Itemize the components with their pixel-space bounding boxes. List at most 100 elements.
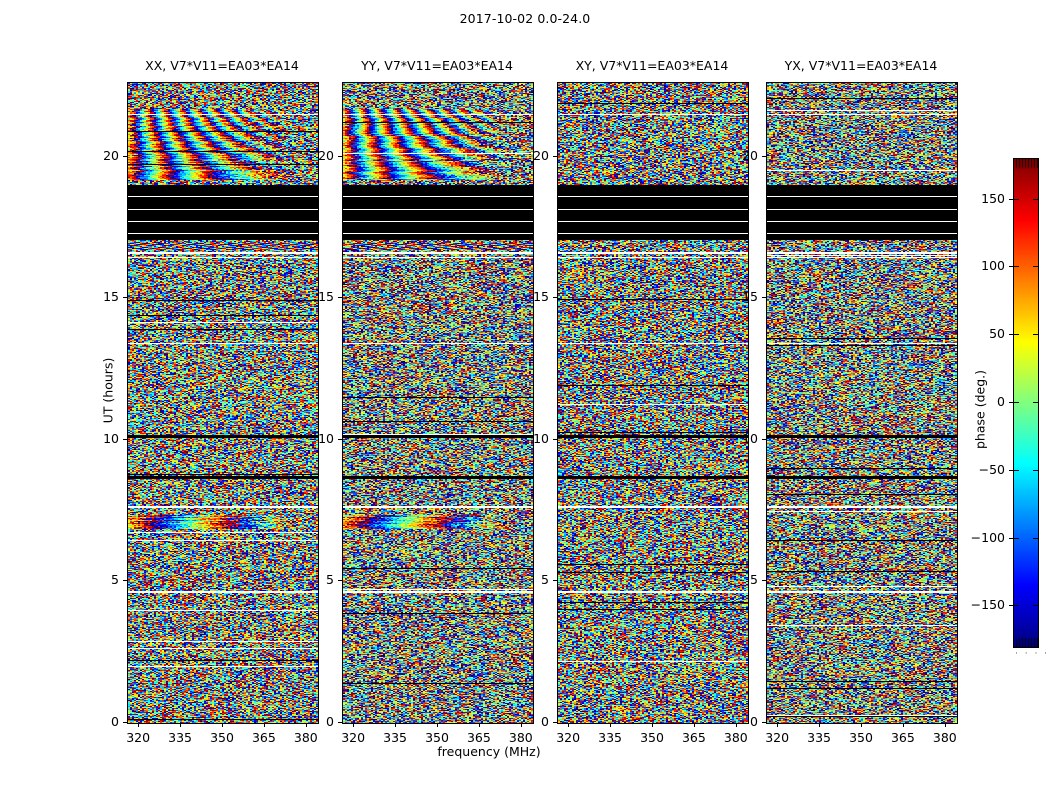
y-tick-mark <box>762 580 766 581</box>
heatmap-image-xx <box>128 83 318 723</box>
colorbar-tick-mark <box>1009 199 1013 200</box>
x-tick-label: 365 <box>251 730 276 745</box>
y-tick-mark <box>762 297 766 298</box>
x-tick-label: 365 <box>681 730 706 745</box>
x-tick-mark <box>437 723 438 727</box>
x-tick-label: 320 <box>126 730 151 745</box>
y-tick-mark <box>553 439 557 440</box>
x-tick-mark <box>819 723 820 727</box>
y-tick-mark <box>123 297 127 298</box>
y-tick-label: 5 <box>541 572 549 588</box>
x-tick-label: 335 <box>168 730 192 745</box>
heatmap-image-yx <box>767 83 957 723</box>
colorbar-tick-mark <box>1009 402 1013 403</box>
colorbar-tick-mark-inner <box>1014 402 1019 403</box>
x-tick-mark <box>694 723 695 727</box>
colorbar-tick-label: −100 <box>970 529 1005 545</box>
figure-title: 2017-10-02 0.0-24.0 <box>459 11 591 26</box>
y-tick-label: 0 <box>326 714 334 729</box>
y-tick-label: 20 <box>533 147 549 163</box>
x-tick-mark <box>180 723 181 727</box>
y-tick-label: 15 <box>103 289 119 305</box>
colorbar <box>1013 158 1039 648</box>
y-tick-label: 5 <box>111 572 119 588</box>
colorbar-tick-label: 50 <box>989 326 1005 342</box>
colorbar-tick-mark-inner <box>1033 334 1038 335</box>
colorbar-tick-mark-inner <box>1033 402 1038 403</box>
y-tick-mark <box>762 156 766 157</box>
x-tick-mark <box>861 723 862 727</box>
y-tick-mark <box>338 297 342 298</box>
x-tick-label: 350 <box>210 730 234 745</box>
y-tick-label: 0 <box>541 714 549 729</box>
colorbar-label: phase (deg.) <box>972 370 988 449</box>
colorbar-tick-mark-inner <box>1014 266 1019 267</box>
x-tick-label: 380 <box>932 730 957 745</box>
x-tick-label: 335 <box>598 730 622 745</box>
y-tick-label: 15 <box>318 289 334 305</box>
x-tick-label: 365 <box>890 730 915 745</box>
x-tick-mark <box>306 723 307 727</box>
colorbar-tick-mark-inner <box>1014 334 1019 335</box>
y-tick-label: 0 <box>750 714 758 729</box>
heatmap-panel-xy[interactable] <box>557 82 749 724</box>
y-tick-label: 5 <box>750 572 758 588</box>
x-tick-label: 350 <box>425 730 449 745</box>
y-tick-mark <box>338 580 342 581</box>
colorbar-tick-label: 150 <box>981 190 1005 206</box>
x-tick-label: 320 <box>765 730 790 745</box>
y-tick-mark <box>123 156 127 157</box>
heatmap-panel-yy[interactable] <box>342 82 534 724</box>
x-tick-mark <box>652 723 653 727</box>
y-tick-label: 15 <box>742 289 758 305</box>
y-tick-mark <box>123 580 127 581</box>
y-tick-label: 10 <box>742 430 758 446</box>
y-tick-label: 20 <box>318 147 334 163</box>
colorbar-tick-mark-inner <box>1033 605 1038 606</box>
x-tick-mark <box>568 723 569 727</box>
x-tick-mark <box>395 723 396 727</box>
colorbar-tick-mark-inner <box>1033 266 1038 267</box>
colorbar-tick-mark-inner <box>1033 538 1038 539</box>
y-tick-label: 20 <box>742 147 758 163</box>
colorbar-tick-label: −150 <box>970 597 1005 613</box>
y-tick-label: 20 <box>103 147 119 163</box>
y-tick-mark <box>553 156 557 157</box>
x-axis-label: frequency (MHz) <box>437 744 541 759</box>
x-tick-mark <box>945 723 946 727</box>
y-tick-label: 5 <box>326 572 334 588</box>
x-tick-label: 350 <box>640 730 664 745</box>
colorbar-tick-mark <box>1009 470 1013 471</box>
x-tick-mark <box>903 723 904 727</box>
x-tick-label: 380 <box>293 730 318 745</box>
panel-title-yx: YX, V7*V11=EA03*EA14 <box>784 58 938 73</box>
colorbar-tick-mark-inner <box>1014 538 1019 539</box>
x-tick-label: 335 <box>383 730 407 745</box>
x-tick-mark <box>138 723 139 727</box>
y-tick-mark <box>338 722 342 723</box>
y-tick-mark <box>553 580 557 581</box>
colorbar-tick-mark <box>1009 538 1013 539</box>
heatmap-panel-xx[interactable] <box>127 82 319 724</box>
x-tick-mark <box>736 723 737 727</box>
x-tick-mark <box>222 723 223 727</box>
colorbar-tick-mark-inner <box>1014 199 1019 200</box>
heatmap-panel-yx[interactable] <box>766 82 958 724</box>
panel-title-xx: XX, V7*V11=EA03*EA14 <box>145 58 299 73</box>
y-tick-mark <box>338 439 342 440</box>
y-tick-label: 15 <box>533 289 549 305</box>
y-tick-label: 0 <box>111 714 119 729</box>
panel-title-xy: XY, V7*V11=EA03*EA14 <box>575 58 729 73</box>
x-tick-label: 320 <box>556 730 581 745</box>
y-tick-label: 10 <box>318 430 334 446</box>
colorbar-tick-mark <box>1009 334 1013 335</box>
y-tick-label: 10 <box>533 430 549 446</box>
colorbar-tick-label: 0 <box>997 394 1005 409</box>
colorbar-tick-label: 100 <box>981 258 1005 274</box>
x-tick-mark <box>777 723 778 727</box>
x-tick-mark <box>610 723 611 727</box>
colorbar-tick-mark-inner <box>1014 605 1019 606</box>
colorbar-tick-label: −50 <box>978 461 1005 477</box>
colorbar-tick-mark-inner <box>1014 470 1019 471</box>
